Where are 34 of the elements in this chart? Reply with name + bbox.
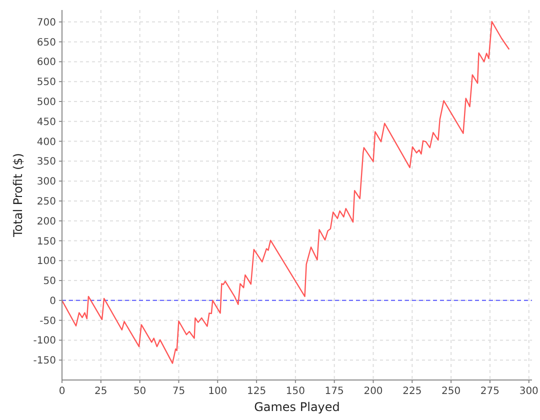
- y-tick-label: 700: [36, 17, 56, 28]
- x-axis-title: Games Played: [254, 400, 340, 414]
- y-tick-label: 50: [43, 276, 56, 288]
- y-tick-label: -150: [33, 356, 56, 367]
- y-tick-label: -100: [33, 336, 56, 347]
- y-tick-label: 200: [36, 216, 56, 228]
- x-tick-label: 100: [208, 386, 228, 397]
- x-tick-label: 25: [94, 386, 108, 397]
- x-tick-label: 300: [519, 386, 538, 397]
- y-tick-label: 150: [36, 236, 56, 248]
- y-axis-title: Total Profit ($): [11, 153, 25, 238]
- x-tick-label: 0: [58, 386, 66, 397]
- x-tick-label: 175: [324, 386, 344, 397]
- x-tick-label: 275: [480, 386, 500, 397]
- x-tick-label: 50: [133, 386, 146, 397]
- y-tick-label: 350: [36, 156, 56, 168]
- x-tick-label: 75: [172, 386, 186, 397]
- y-tick-label: 550: [36, 77, 56, 88]
- y-tick-label: 300: [36, 176, 56, 188]
- x-tick-label: 200: [364, 386, 383, 397]
- x-tick-label: 225: [402, 386, 422, 397]
- y-tick-label: 450: [36, 116, 56, 128]
- y-tick-label: -50: [40, 316, 56, 327]
- y-tick-label: 600: [36, 57, 56, 68]
- x-tick-label: 250: [442, 386, 461, 397]
- y-tick-label: 250: [36, 196, 56, 208]
- y-tick-label: 500: [36, 97, 56, 108]
- y-tick-label: 0: [50, 296, 56, 307]
- x-tick-label: 150: [286, 386, 305, 397]
- line-series: [61, 20, 510, 364]
- y-tick-label: 100: [36, 256, 56, 268]
- y-tick-label: 400: [36, 136, 56, 148]
- y-tick-label: 650: [36, 37, 56, 48]
- x-tick-label: 125: [246, 386, 266, 397]
